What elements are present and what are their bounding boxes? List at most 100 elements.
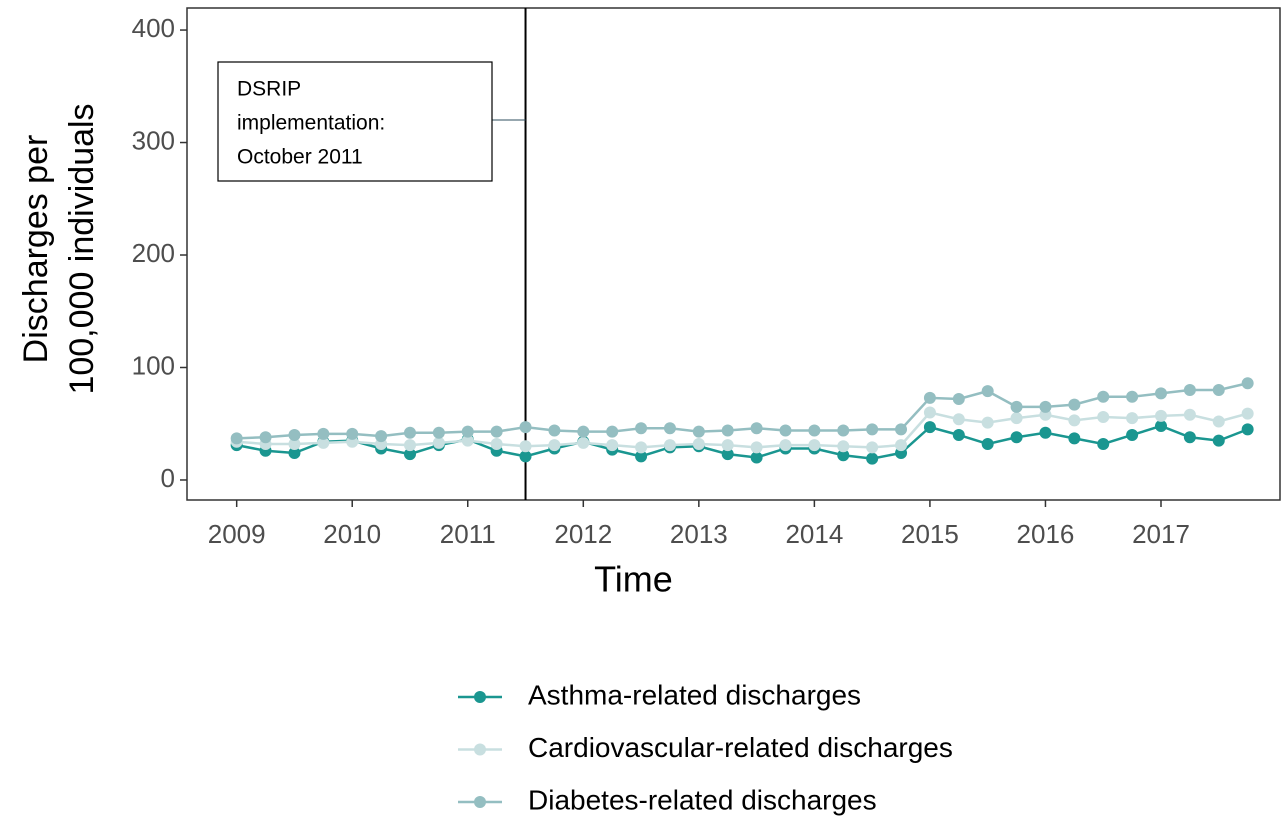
data-point bbox=[1097, 410, 1110, 423]
data-point bbox=[1154, 387, 1167, 400]
data-point bbox=[750, 451, 763, 464]
y-axis-title: Discharges per bbox=[17, 135, 55, 364]
data-point bbox=[663, 439, 676, 452]
data-point bbox=[1068, 414, 1081, 427]
data-point bbox=[866, 423, 879, 436]
y-tick-label: 100 bbox=[132, 350, 175, 380]
annotation-text: October 2011 bbox=[237, 146, 363, 169]
data-point bbox=[375, 430, 388, 443]
x-tick-label: 2011 bbox=[440, 519, 496, 549]
data-point bbox=[577, 425, 590, 438]
data-point bbox=[923, 421, 936, 434]
data-point bbox=[432, 436, 445, 449]
data-point bbox=[635, 441, 648, 454]
data-point bbox=[288, 446, 301, 459]
data-point bbox=[519, 450, 532, 463]
data-point bbox=[663, 422, 676, 435]
data-point bbox=[548, 439, 561, 452]
legend-label: Diabetes-related discharges bbox=[528, 784, 877, 815]
data-point bbox=[1010, 412, 1023, 425]
data-point bbox=[721, 448, 734, 461]
data-point bbox=[606, 439, 619, 452]
x-tick-label: 2009 bbox=[208, 519, 266, 549]
data-point bbox=[1068, 432, 1081, 445]
data-point bbox=[432, 426, 445, 439]
x-tick-label: 2017 bbox=[1132, 519, 1190, 549]
annotation-text: implementation: bbox=[237, 112, 385, 135]
data-point bbox=[519, 421, 532, 434]
data-point bbox=[606, 425, 619, 438]
data-point bbox=[259, 431, 272, 444]
data-point bbox=[1183, 431, 1196, 444]
data-point bbox=[403, 439, 416, 452]
legend-swatch-point bbox=[474, 796, 486, 808]
data-point bbox=[1068, 398, 1081, 411]
data-point bbox=[288, 437, 301, 450]
data-point bbox=[1097, 390, 1110, 403]
data-point bbox=[490, 425, 503, 438]
data-point bbox=[461, 434, 474, 447]
data-point bbox=[1212, 383, 1225, 396]
data-point bbox=[1241, 377, 1254, 390]
data-point bbox=[288, 428, 301, 441]
data-point bbox=[837, 449, 850, 462]
data-point bbox=[895, 423, 908, 436]
data-point bbox=[1097, 437, 1110, 450]
x-tick-label: 2013 bbox=[670, 519, 728, 549]
data-point bbox=[779, 424, 792, 437]
data-point bbox=[866, 441, 879, 454]
x-tick-label: 2016 bbox=[1017, 519, 1075, 549]
data-point bbox=[1126, 412, 1139, 425]
data-point bbox=[490, 437, 503, 450]
data-point bbox=[461, 425, 474, 438]
data-point bbox=[1039, 426, 1052, 439]
data-point bbox=[1010, 400, 1023, 413]
legend-swatch-point bbox=[474, 691, 486, 703]
data-point bbox=[1241, 407, 1254, 420]
data-point bbox=[1154, 409, 1167, 422]
data-point bbox=[1241, 423, 1254, 436]
data-point bbox=[895, 439, 908, 452]
data-point bbox=[692, 425, 705, 438]
data-point bbox=[721, 439, 734, 452]
data-point bbox=[635, 450, 648, 463]
data-point bbox=[923, 391, 936, 404]
data-point bbox=[692, 437, 705, 450]
data-point bbox=[1212, 415, 1225, 428]
x-axis-title: Time bbox=[594, 559, 673, 600]
data-point bbox=[317, 427, 330, 440]
y-tick-label: 0 bbox=[161, 463, 175, 493]
data-point bbox=[1183, 408, 1196, 421]
x-tick-label: 2014 bbox=[785, 519, 843, 549]
data-point bbox=[750, 422, 763, 435]
y-tick-label: 300 bbox=[132, 125, 175, 155]
data-point bbox=[952, 392, 965, 405]
data-point bbox=[952, 428, 965, 441]
data-point bbox=[519, 440, 532, 453]
data-point bbox=[230, 432, 243, 445]
data-point bbox=[577, 436, 590, 449]
data-point bbox=[837, 440, 850, 453]
data-point bbox=[808, 439, 821, 452]
y-tick-label: 200 bbox=[132, 238, 175, 268]
data-point bbox=[1126, 390, 1139, 403]
data-point bbox=[866, 452, 879, 465]
annotation-box bbox=[217, 61, 493, 182]
legend-label: Asthma-related discharges bbox=[528, 679, 861, 710]
data-point bbox=[403, 448, 416, 461]
data-point bbox=[635, 422, 648, 435]
data-point bbox=[1212, 434, 1225, 447]
data-point bbox=[981, 437, 994, 450]
data-point bbox=[346, 427, 359, 440]
y-axis-title: 100,000 individuals bbox=[63, 103, 101, 394]
data-point bbox=[779, 439, 792, 452]
data-point bbox=[548, 424, 561, 437]
x-tick-label: 2010 bbox=[323, 519, 381, 549]
y-tick-label: 400 bbox=[132, 13, 175, 43]
data-point bbox=[750, 441, 763, 454]
data-point bbox=[923, 406, 936, 419]
data-point bbox=[1039, 400, 1052, 413]
data-point bbox=[317, 436, 330, 449]
